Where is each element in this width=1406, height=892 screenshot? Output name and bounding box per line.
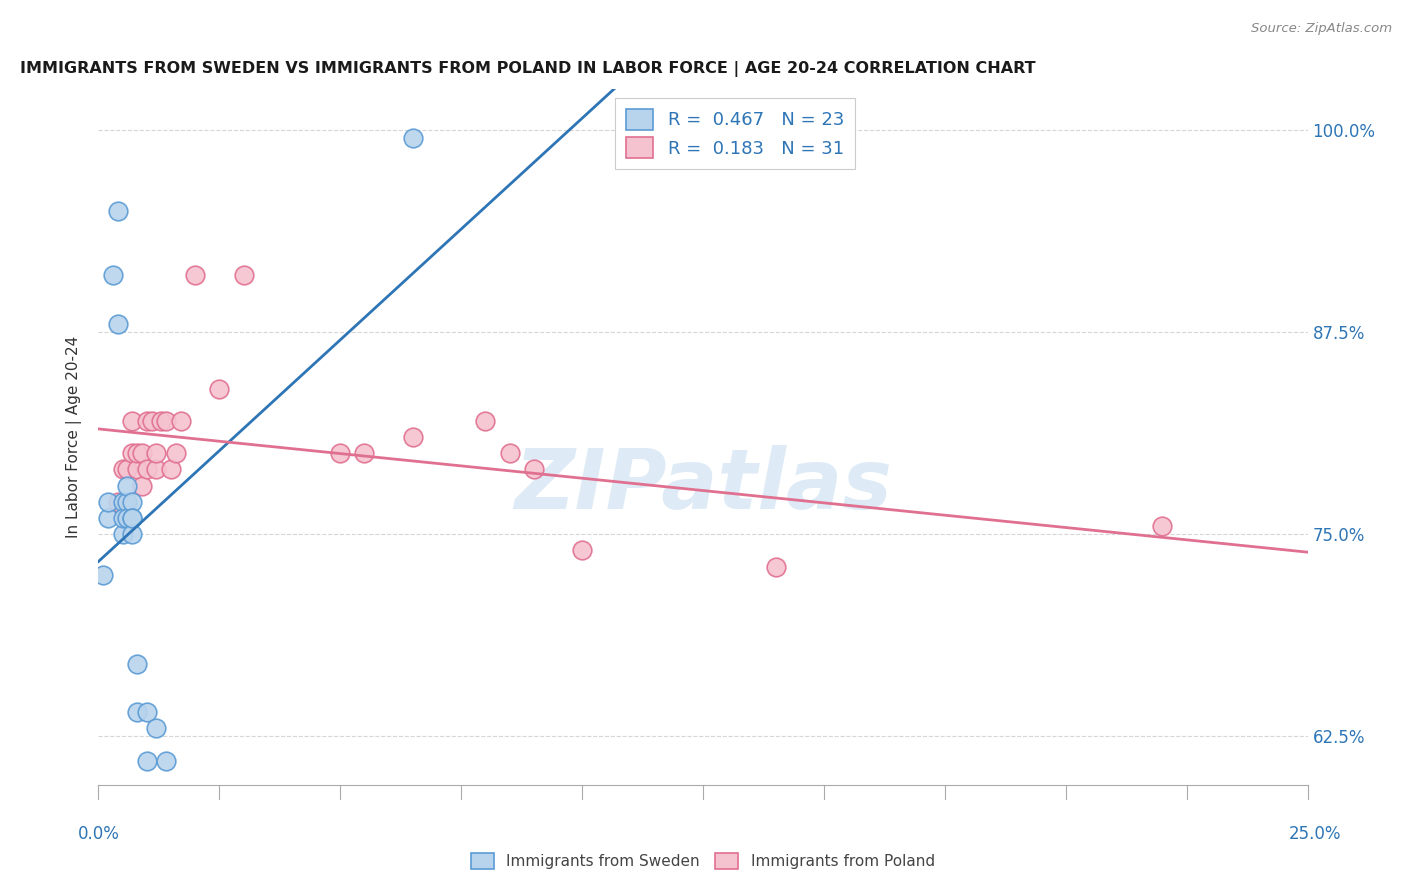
Point xyxy=(571,543,593,558)
Point xyxy=(111,511,134,525)
Point xyxy=(402,430,425,444)
Point xyxy=(127,462,149,476)
Point xyxy=(91,567,114,582)
Point xyxy=(155,754,177,768)
Text: IMMIGRANTS FROM SWEDEN VS IMMIGRANTS FROM POLAND IN LABOR FORCE | AGE 20-24 CORR: IMMIGRANTS FROM SWEDEN VS IMMIGRANTS FRO… xyxy=(20,61,1035,77)
Point xyxy=(353,446,375,460)
Point xyxy=(121,527,143,541)
Point xyxy=(101,268,124,283)
Point xyxy=(141,414,163,428)
Point xyxy=(107,317,129,331)
Point xyxy=(117,462,139,476)
Point xyxy=(117,511,139,525)
Text: 25.0%: 25.0% xyxy=(1288,825,1341,843)
Point xyxy=(135,754,157,768)
Point xyxy=(111,495,134,509)
Point xyxy=(107,495,129,509)
Point xyxy=(145,462,167,476)
Point xyxy=(155,414,177,428)
Point xyxy=(135,705,157,719)
Point xyxy=(523,462,546,476)
Point xyxy=(232,268,254,283)
Point xyxy=(765,559,787,574)
Point xyxy=(121,414,143,428)
Point xyxy=(135,414,157,428)
Point xyxy=(131,478,153,492)
Point xyxy=(135,462,157,476)
Point xyxy=(111,527,134,541)
Point xyxy=(97,495,120,509)
Point xyxy=(498,446,520,460)
Point xyxy=(145,722,167,736)
Point xyxy=(184,268,207,283)
Y-axis label: In Labor Force | Age 20-24: In Labor Force | Age 20-24 xyxy=(66,336,83,538)
Point xyxy=(160,462,183,476)
Point xyxy=(117,478,139,492)
Text: ZIPatlas: ZIPatlas xyxy=(515,445,891,526)
Point xyxy=(121,511,143,525)
Point xyxy=(208,382,231,396)
Point xyxy=(111,462,134,476)
Point xyxy=(117,495,139,509)
Point xyxy=(165,446,187,460)
Point xyxy=(329,446,352,460)
Point xyxy=(127,657,149,671)
Point xyxy=(402,130,425,145)
Point xyxy=(107,203,129,218)
Point xyxy=(127,705,149,719)
Point xyxy=(1152,519,1174,533)
Legend: R =  0.467   N = 23, R =  0.183   N = 31: R = 0.467 N = 23, R = 0.183 N = 31 xyxy=(616,98,855,169)
Text: 0.0%: 0.0% xyxy=(77,825,120,843)
Point xyxy=(127,446,149,460)
Legend: Immigrants from Sweden, Immigrants from Poland: Immigrants from Sweden, Immigrants from … xyxy=(465,847,941,875)
Point xyxy=(150,414,173,428)
Point xyxy=(169,414,191,428)
Text: Source: ZipAtlas.com: Source: ZipAtlas.com xyxy=(1251,22,1392,36)
Point xyxy=(121,446,143,460)
Point xyxy=(97,511,120,525)
Point xyxy=(121,495,143,509)
Point xyxy=(474,414,496,428)
Point xyxy=(121,511,143,525)
Point xyxy=(131,446,153,460)
Point xyxy=(145,446,167,460)
